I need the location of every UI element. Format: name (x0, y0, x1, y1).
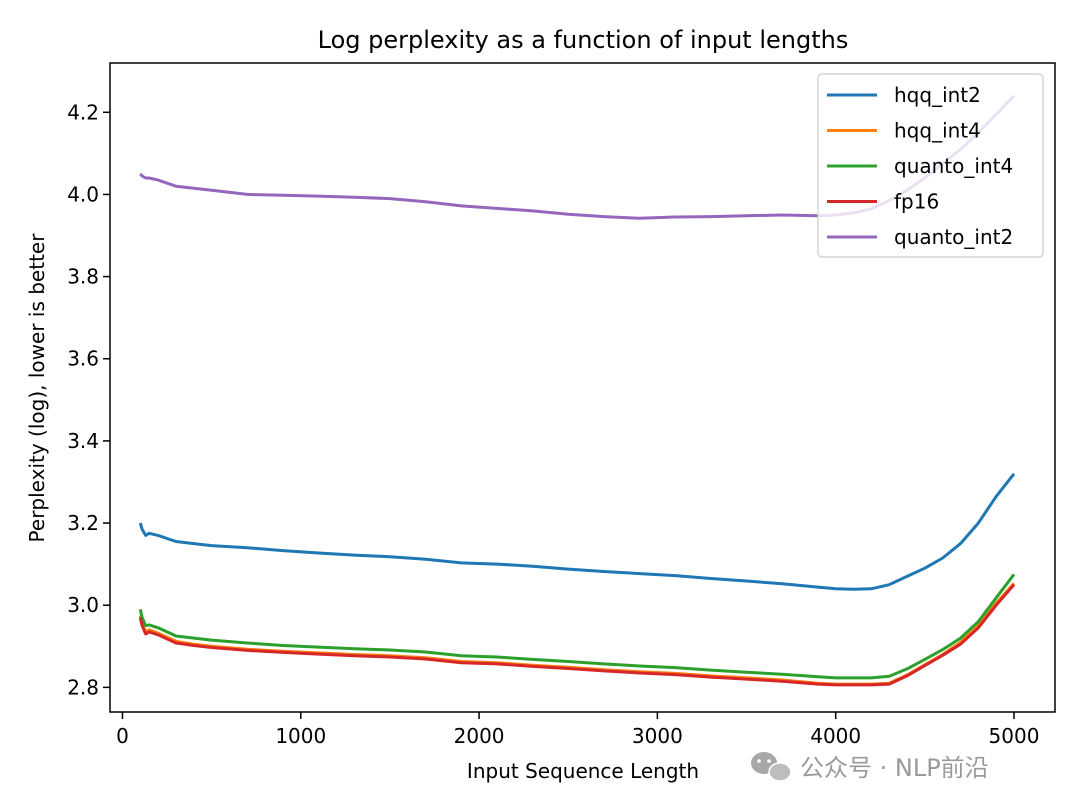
legend-label: hqq_int4 (894, 119, 981, 143)
x-tick-label: 2000 (454, 724, 505, 748)
legend-item-fp16: fp16 (827, 190, 939, 214)
y-tick-label: 3.2 (67, 511, 99, 535)
legend-item-quanto_int4: quanto_int4 (827, 154, 1013, 178)
wechat-icon (751, 752, 792, 782)
x-tick-label: 3000 (632, 724, 683, 748)
x-tick-label: 0 (116, 724, 129, 748)
legend: hqq_int2 hqq_int4 quanto_int4 fp16 quanto_in… (817, 73, 1044, 258)
y-tick-label: 4.0 (67, 182, 99, 206)
y-tick-label: 4.2 (67, 100, 99, 124)
watermark-text: 公众号 · NLP前沿 (800, 754, 989, 782)
legend-box (817, 73, 1044, 258)
series-line-fp16 (138, 583, 1016, 687)
legend-label: hqq_int2 (894, 83, 981, 107)
legend-item-hqq_int2: hqq_int2 (827, 83, 981, 107)
y-tick-label: 3.8 (67, 265, 99, 289)
legend-item-hqq_int4: hqq_int4 (827, 119, 981, 143)
y-axis-label: Perplexity (log), lower is better (25, 233, 49, 543)
series-line-hqq_int2 (138, 472, 1016, 591)
legend-item-quanto_int2: quanto_int2 (827, 225, 1013, 249)
legend-label: fp16 (894, 190, 939, 214)
y-tick-label: 3.0 (67, 593, 99, 617)
watermark: 公众号 · NLP前沿 (751, 752, 989, 782)
x-axis: 0 1000 2000 3000 4000 5000 (116, 712, 1039, 748)
y-tick-label: 3.4 (67, 429, 99, 453)
x-axis-label: Input Sequence Length (467, 759, 699, 783)
x-tick-label: 4000 (810, 724, 861, 748)
plot-area (138, 94, 1016, 687)
x-tick-label: 1000 (275, 724, 326, 748)
legend-label: quanto_int4 (894, 154, 1013, 178)
chart-title: Log perplexity as a function of input le… (318, 26, 849, 54)
y-tick-label: 3.6 (67, 347, 99, 371)
legend-label: quanto_int2 (894, 225, 1013, 249)
series-line-quanto_int4 (138, 573, 1016, 680)
x-tick-label: 5000 (989, 724, 1040, 748)
y-tick-label: 2.8 (67, 675, 99, 699)
y-axis: 2.8 3.0 3.2 3.4 3.6 3.8 4.0 4.2 (67, 100, 110, 699)
plot-frame (109, 62, 1056, 713)
